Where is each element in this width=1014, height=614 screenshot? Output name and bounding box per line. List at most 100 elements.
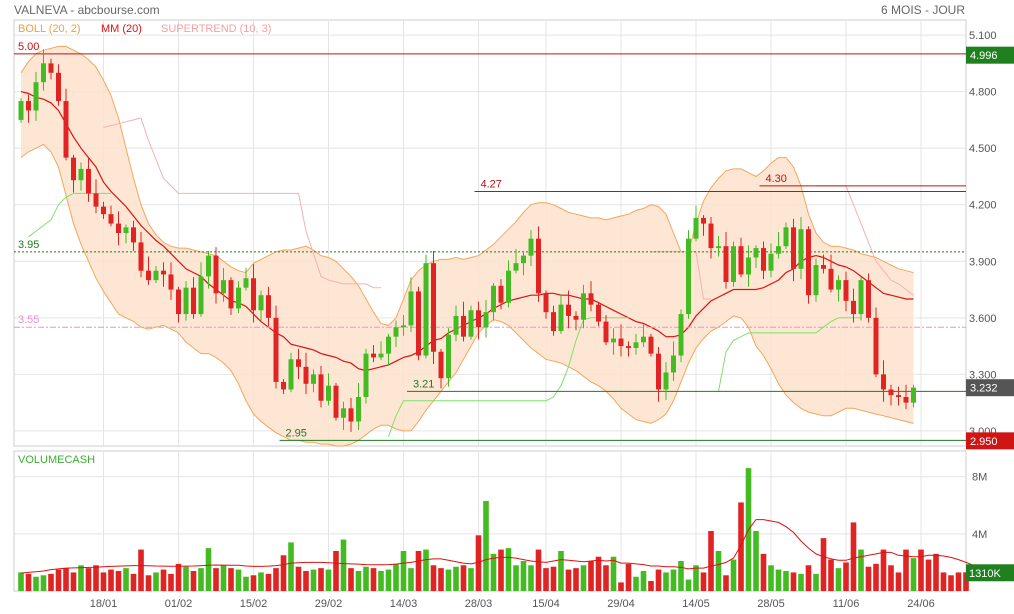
volume-bar (48, 573, 54, 591)
candle-body (116, 223, 121, 233)
candle-body (873, 317, 879, 375)
volume-badge-label: 1310K (969, 568, 1001, 580)
candle-body (663, 372, 669, 390)
candle-body (228, 280, 234, 309)
candle-body (828, 268, 834, 290)
date-tick-label: 29/02 (315, 598, 343, 610)
volume-bar (828, 559, 834, 591)
candle-body (326, 385, 331, 401)
candle-body (446, 334, 451, 379)
candle-body (213, 255, 219, 294)
volume-bar (783, 571, 789, 591)
volume-bar (415, 551, 422, 591)
volume-tick-label: 4M (972, 529, 987, 541)
candle-body (783, 227, 789, 247)
volume-bar (933, 553, 939, 591)
candle-body (506, 270, 511, 303)
volume-bar (423, 549, 429, 591)
volume-bar (318, 568, 324, 591)
candle-body (881, 374, 886, 390)
volume-bar (430, 565, 437, 591)
volume-bar (243, 576, 249, 591)
volume-bar (220, 565, 227, 591)
volume-bar (588, 561, 594, 591)
volume-bar (453, 566, 459, 591)
candle-body (671, 355, 676, 373)
candle-body (288, 359, 294, 390)
price-tick-label: 5.100 (969, 30, 997, 42)
candle-body (543, 293, 549, 313)
candle-body (491, 285, 496, 313)
volume-bar (768, 565, 774, 591)
candle-body (528, 238, 534, 256)
candle-body (71, 157, 76, 181)
candle-body (48, 63, 54, 73)
volume-bar (963, 572, 969, 591)
volume-bar (610, 556, 617, 591)
price-badge (966, 432, 1014, 450)
candle-body (108, 214, 114, 224)
volume-bar (580, 565, 587, 591)
volume-tick-label: 8M (972, 472, 987, 484)
candle-body (746, 257, 751, 275)
candle-body (386, 336, 391, 354)
volume-bar (505, 548, 512, 591)
candle-body (858, 280, 864, 315)
volume-bar (295, 566, 302, 591)
candle-body (86, 168, 91, 194)
volume-bar (723, 575, 729, 591)
volume-panel: 8M 4M 1310K VOLUMECASH (13, 450, 1014, 592)
candle-body (798, 229, 804, 269)
candle-body (408, 291, 414, 326)
date-tick-label: 15/04 (532, 598, 560, 610)
volume-bar (138, 549, 144, 591)
candle-body (153, 270, 159, 281)
legend-boll: BOLL (20, 2) (18, 23, 81, 35)
volume-bar (445, 569, 452, 591)
candle-body (618, 338, 624, 347)
volume-bar (753, 531, 759, 591)
date-tick-label: 29/04 (607, 598, 635, 610)
candle-body (806, 229, 811, 296)
volume-bar (700, 572, 707, 591)
volume-bar (475, 535, 482, 591)
price-level-label: 5.00 (18, 41, 39, 53)
candle-body (93, 193, 99, 207)
price-tick-label: 4.500 (969, 143, 997, 155)
candle-body (843, 280, 849, 301)
candle-body (401, 325, 406, 328)
candle-body (866, 280, 871, 318)
candle-body (468, 310, 474, 337)
candle-body (633, 342, 639, 348)
candle-body (183, 287, 189, 315)
volume-bar (895, 572, 902, 591)
volume-bar (183, 566, 189, 591)
volume-bar (513, 565, 519, 591)
volume-bar (205, 548, 212, 591)
candle-body (311, 374, 316, 384)
price-tick-label: 3.300 (969, 369, 997, 381)
candle-body (423, 263, 429, 356)
volume-bar (640, 571, 647, 591)
volume-bar (813, 573, 819, 591)
candle-body (236, 287, 241, 309)
candle-body (723, 246, 729, 283)
candle-body (191, 287, 196, 315)
volume-bar (543, 568, 549, 591)
candle-body (371, 353, 376, 358)
candle-body (221, 280, 226, 294)
volume-bar (288, 542, 294, 591)
candle-body (281, 381, 286, 390)
volume-bar (595, 556, 602, 591)
volume-bar (123, 568, 129, 591)
candle-body (318, 374, 324, 401)
candle-body (476, 310, 481, 328)
period-label: 6 MOIS - JOUR (881, 3, 965, 17)
volume-bar (355, 571, 362, 591)
candle-body (603, 321, 609, 343)
price-badge-label: 4.996 (970, 50, 998, 62)
volume-bar (550, 566, 557, 591)
volume-bar (55, 569, 62, 591)
candle-body (356, 396, 361, 422)
candle-body (333, 385, 339, 418)
